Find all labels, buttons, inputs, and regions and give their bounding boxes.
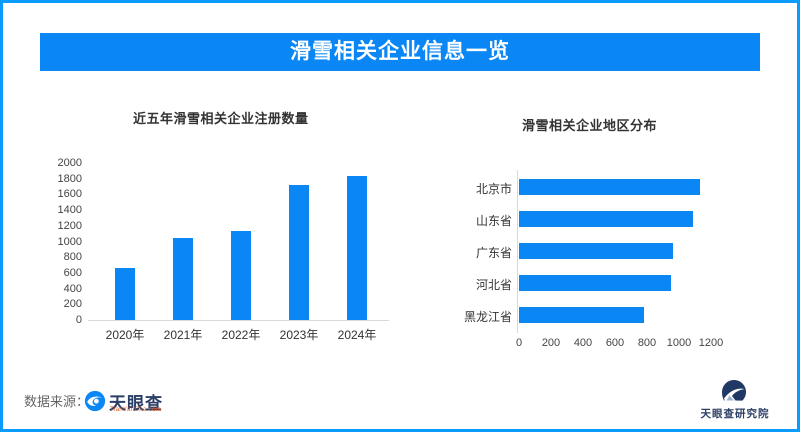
bar bbox=[519, 211, 693, 227]
bar bbox=[519, 179, 700, 195]
x-axis-line bbox=[88, 320, 389, 321]
y-tick-label: 1000 bbox=[57, 235, 82, 248]
bar bbox=[519, 243, 673, 259]
x-tick-label: 0 bbox=[515, 337, 523, 349]
registrations-bar-chart: 0 200 400 600 800 1000 1200 1400 1600 1800 2000 202… bbox=[3, 3, 797, 429]
y-tick-label: 800 bbox=[63, 251, 82, 264]
x-tick-label: 2024年 bbox=[337, 328, 377, 342]
institute-mountain-icon bbox=[722, 380, 746, 401]
bar bbox=[173, 238, 193, 320]
institute-logo-text: 天眼查研究院 bbox=[700, 408, 770, 420]
category-label: 山东省 bbox=[475, 214, 512, 228]
category-label: 广东省 bbox=[475, 246, 512, 260]
x-tick-label: 1000 bbox=[666, 337, 692, 349]
y-tick-label: 1600 bbox=[57, 188, 82, 201]
bar bbox=[231, 231, 251, 320]
x-tick-label: 600 bbox=[605, 337, 625, 349]
tianyancha-logo-text: 天眼查 bbox=[109, 394, 163, 413]
y-tick-label: 1400 bbox=[57, 204, 82, 217]
category-label: 黑龙江省 bbox=[463, 310, 512, 324]
x-tick-label: 2022年 bbox=[221, 328, 261, 342]
data-source-label: 数据来源： bbox=[24, 394, 90, 409]
page-title: 滑雪相关企业信息一览 bbox=[290, 40, 510, 63]
bar bbox=[289, 185, 309, 320]
x-tick-label: 2020年 bbox=[105, 328, 145, 342]
y-tick-label: 1200 bbox=[57, 219, 82, 232]
y-tick-label: 0 bbox=[75, 314, 82, 326]
x-tick-label: 2023年 bbox=[279, 328, 319, 342]
category-label: 北京市 bbox=[475, 182, 512, 196]
y-axis-line bbox=[517, 170, 518, 333]
registrations-chart-title: 近五年滑雪相关企业注册数量 bbox=[133, 111, 309, 126]
y-tick-label: 400 bbox=[63, 282, 82, 295]
header-banner: 滑雪相关企业信息一览 bbox=[40, 33, 760, 71]
regions-bar-chart: 北京市山东省广东省河北省黑龙江省 0 200 400 600 800 1000 1200 bbox=[3, 3, 797, 429]
x-tick-label: 1200 bbox=[698, 337, 724, 349]
x-tick-label: 2021年 bbox=[163, 328, 203, 342]
tianyancha-eye-icon bbox=[84, 390, 106, 412]
bar bbox=[519, 275, 671, 291]
y-tick-label: 2000 bbox=[57, 157, 82, 169]
x-tick-label: 400 bbox=[573, 337, 593, 349]
tianyancha-logo-url: TianYanCha.com bbox=[110, 407, 162, 413]
x-tick-label: 200 bbox=[541, 337, 561, 349]
bar bbox=[347, 176, 367, 320]
regions-chart-title: 滑雪相关企业地区分布 bbox=[522, 118, 658, 133]
category-label: 河北省 bbox=[475, 278, 512, 292]
y-tick-label: 1800 bbox=[57, 172, 82, 185]
x-tick-label: 800 bbox=[637, 337, 657, 349]
y-tick-label: 200 bbox=[63, 298, 82, 311]
y-tick-label: 600 bbox=[63, 266, 82, 279]
bar bbox=[519, 307, 644, 323]
bar bbox=[115, 268, 135, 320]
